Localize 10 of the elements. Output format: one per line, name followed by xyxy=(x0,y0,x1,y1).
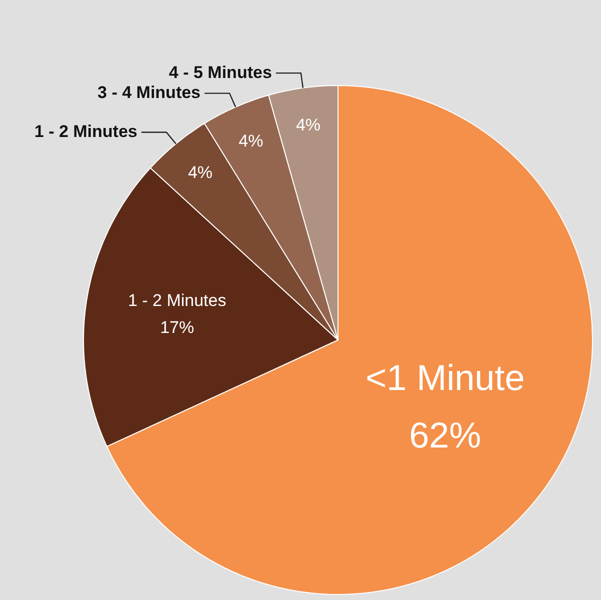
slice-label: <1 Minute xyxy=(366,356,525,398)
slice-label: 4 - 5 Minutes xyxy=(168,62,272,82)
slice-label: 3 - 4 Minutes xyxy=(98,82,201,102)
data-label: 17% xyxy=(160,318,194,338)
data-label: 62% xyxy=(409,414,482,456)
data-label: 4% xyxy=(188,162,213,182)
data-label: 4% xyxy=(296,115,321,134)
data-label: 4% xyxy=(238,132,264,151)
slice-label: 1 - 2 Minutes xyxy=(128,290,226,310)
slice-label: 1 - 2 Minutes xyxy=(34,122,138,141)
